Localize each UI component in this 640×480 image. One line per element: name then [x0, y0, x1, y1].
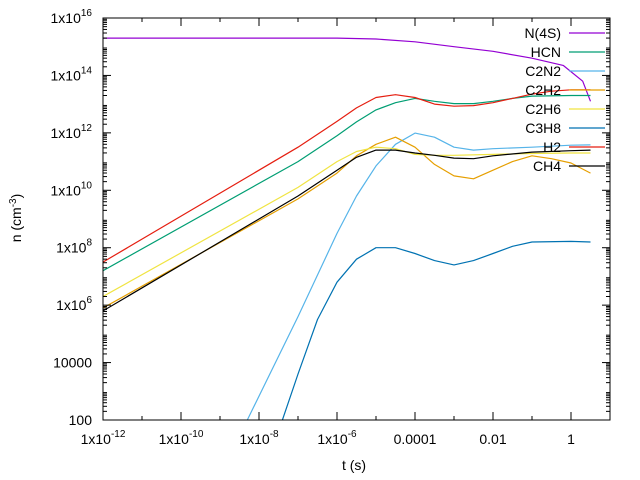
legend-label: HCN: [531, 44, 561, 60]
legend-label: C2H6: [525, 101, 561, 117]
series-line-c2h2: [103, 136, 591, 309]
x-tick-label: 1x10-8: [239, 429, 279, 447]
legend-label: CH4: [533, 158, 561, 174]
x-tick-label: 0.01: [479, 431, 506, 447]
x-tick-label: 0.0001: [394, 431, 437, 447]
legend: N(4S) HCN C2N2 C2H2 C2H6 C3H8 H2 CH4: [524, 25, 605, 174]
series-line-hcn: [103, 94, 591, 272]
series-line-c2h6: [103, 146, 591, 298]
y-tick-label: 10000: [53, 355, 92, 371]
legend-label: N(4S): [524, 25, 561, 41]
series-line-ch4: [103, 149, 591, 312]
series-layer: [103, 37, 592, 420]
series-line-c3h8: [281, 240, 591, 420]
legend-label: C3H8: [525, 120, 561, 136]
y-tick-label: 1x106: [56, 295, 92, 313]
y-tick-label: 1x1010: [51, 180, 93, 198]
x-axis-label: t (s): [342, 457, 366, 473]
legend-label: H2: [543, 139, 561, 155]
x-tick-label: 1x10-6: [317, 429, 357, 447]
x-tick-label: 1: [567, 431, 575, 447]
x-tick-label: 1x10-12: [81, 429, 126, 447]
y-tick-label: 1x108: [56, 238, 92, 256]
y-tick-label: 1x1012: [51, 123, 93, 141]
x-tick-label: 1x10-10: [159, 429, 204, 447]
y-tick-label: 1x1016: [51, 8, 93, 26]
legend-label: C2N2: [525, 63, 561, 79]
legend-label: C2H2: [525, 82, 561, 98]
y-axis-label: n (cm-3): [8, 194, 24, 243]
series-line-h2: [103, 89, 591, 263]
series-line-n-4s-: [103, 37, 592, 102]
y-tick-label: 1x1014: [51, 65, 93, 83]
series-line-c2n2: [246, 132, 591, 420]
tick-layer: 100 10000 1x106 1x108 1x1010 1x1012 1x1014 1x10…: [51, 8, 610, 447]
y-tick-label: 100: [69, 412, 93, 428]
plot-border: [102, 17, 611, 421]
